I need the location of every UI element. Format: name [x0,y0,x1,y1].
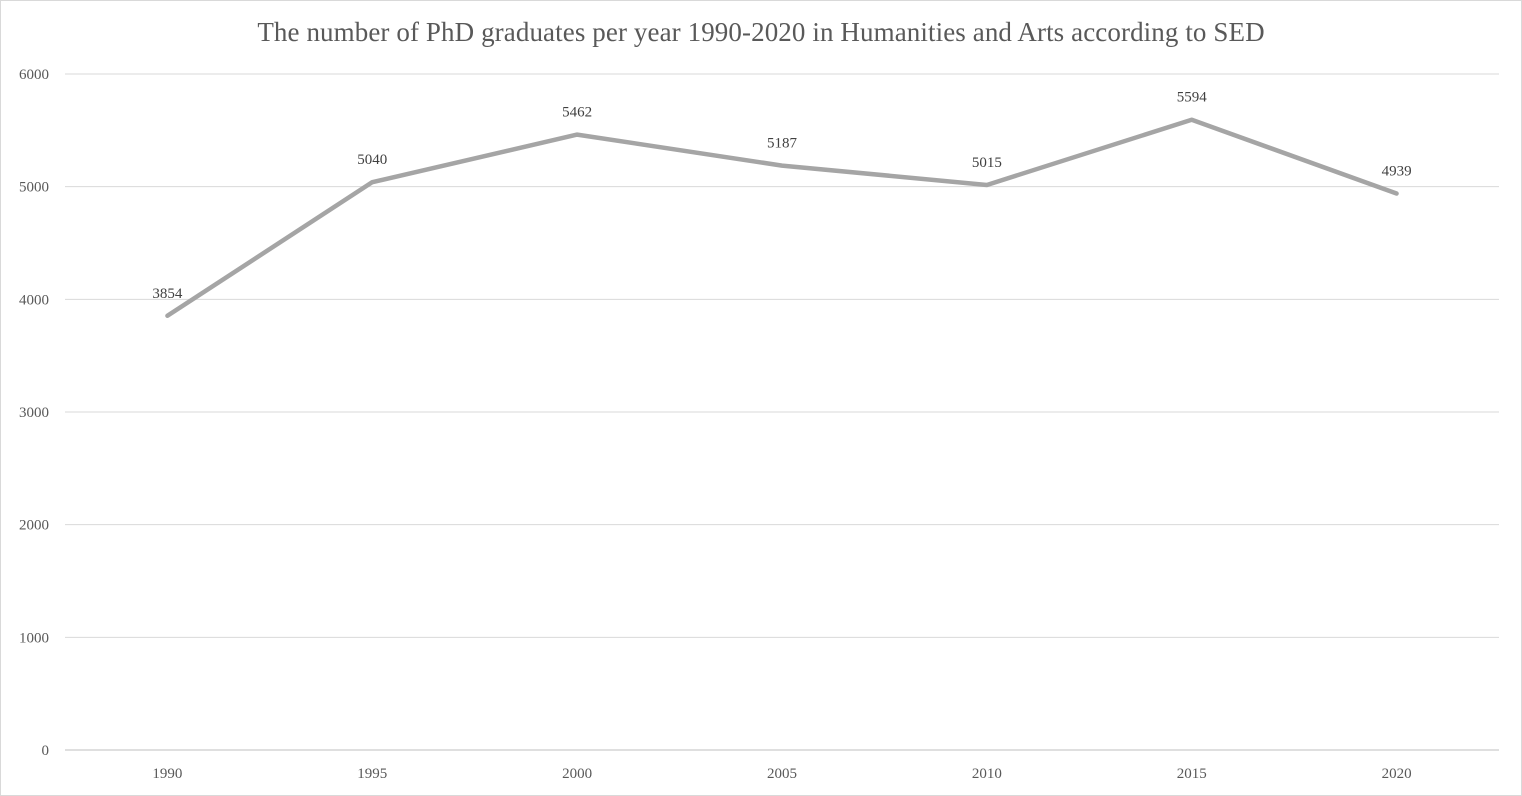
data-label: 5594 [1177,90,1208,106]
series-group [165,117,1399,319]
data-label: 3854 [152,286,183,302]
x-axis-ticks: 1990 1995 2000 2005 2010 2015 2020 [152,766,1411,782]
y-tick-label: 6000 [19,67,49,83]
y-axis-ticks: 0 1000 2000 3000 4000 5000 6000 [19,67,49,759]
series-line [165,117,1399,319]
y-tick-label: 4000 [19,292,49,308]
y-tick-label: 0 [42,743,50,759]
data-label: 5187 [767,136,798,152]
y-tick-label: 5000 [19,180,49,196]
x-tick-label: 2005 [767,766,797,782]
chart-title: The number of PhD graduates per year 199… [257,17,1265,47]
y-tick-label: 2000 [19,518,49,534]
y-tick-label: 3000 [19,405,49,421]
x-tick-label: 2015 [1177,766,1207,782]
x-tick-label: 2020 [1382,766,1412,782]
y-tick-label: 1000 [19,630,49,646]
data-label: 5462 [562,105,592,121]
x-tick-label: 1995 [357,766,387,782]
data-label: 4939 [1382,164,1412,180]
data-label: 5040 [357,152,387,168]
x-tick-label: 2000 [562,766,592,782]
data-labels: 3854 5040 5462 5187 5015 5594 4939 [152,90,1411,302]
x-tick-label: 2010 [972,766,1002,782]
gridlines [65,73,1499,751]
data-label: 5015 [972,155,1002,171]
x-tick-label: 1990 [152,766,182,782]
